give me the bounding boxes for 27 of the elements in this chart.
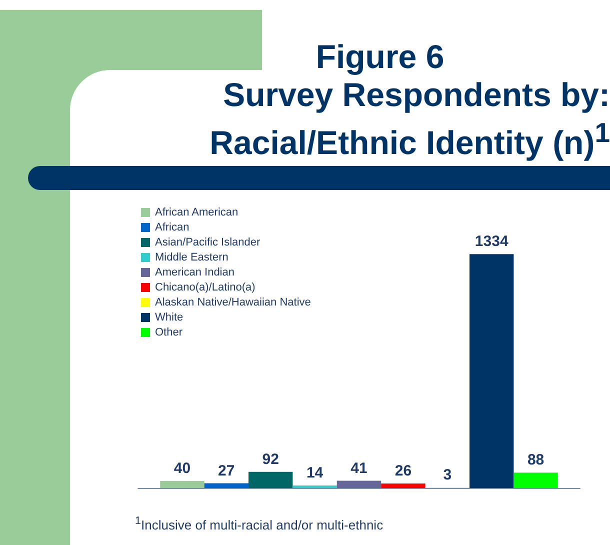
data-label: 92: [262, 450, 279, 468]
bar: [204, 483, 248, 488]
bar: [248, 472, 293, 488]
legend-label: Other: [155, 326, 183, 338]
data-label: 3: [443, 466, 452, 484]
legend-label: African: [155, 222, 190, 234]
legend-label: Alaskan Native/Hawaiian Native: [155, 296, 311, 308]
legend-label: Middle Eastern: [155, 252, 228, 264]
legend-label: American Indian: [155, 266, 234, 278]
legend-label: African American: [155, 206, 238, 218]
data-label: 88: [527, 452, 544, 469]
bar: [514, 472, 558, 488]
legend-label: Asian/Pacific Islander: [155, 236, 260, 248]
data-label: 14: [306, 464, 324, 482]
bar: [470, 254, 514, 488]
legend-label: Chicano(a)/Latino(a): [155, 282, 256, 294]
data-label: 41: [350, 460, 368, 477]
bar: [336, 480, 382, 488]
data-label: 40: [174, 460, 191, 477]
text: $^{1}$Inclusive of multi-racial and/or multi-ethnic: [135, 515, 384, 532]
bar: [160, 480, 204, 488]
data-label: 1334: [474, 233, 509, 250]
data-label: 26: [394, 462, 412, 480]
bar: [381, 483, 426, 488]
legend-label: White: [155, 312, 184, 324]
chart-title: Figure 6 Survey Respondents by: Racial/Ethnic Identity (n)$^{1}$: [208, 38, 610, 162]
data-label: 27: [218, 462, 235, 480]
